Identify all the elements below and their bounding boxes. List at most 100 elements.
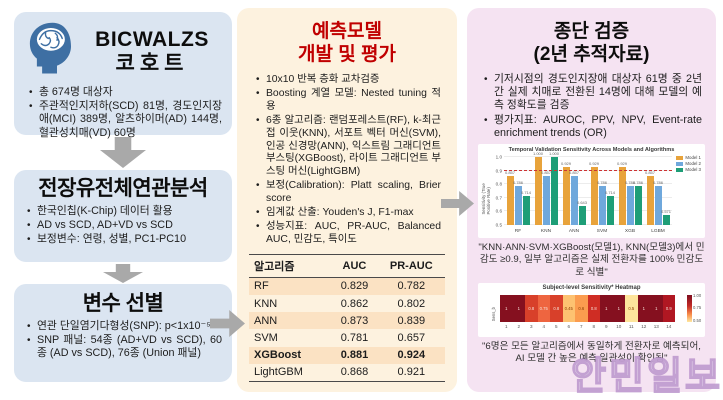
heatmap-cell: 1 <box>512 294 525 322</box>
gwas-title: 전장유전체연관분석 <box>38 177 208 200</box>
metric-cell: 0.781 <box>340 331 369 344</box>
heatmap-x-tick: 7 <box>579 323 583 329</box>
bar-value-label: 0.929 <box>560 160 571 166</box>
metrics-header-algorithm: 알고리즘 <box>249 253 332 278</box>
bar <box>598 186 606 226</box>
bullet-item: 기저시점의 경도인지장애 대상자 61명 중 2년간 실제 치매로 전환된 14… <box>483 73 702 113</box>
heatmap-cell: 1 <box>600 294 613 322</box>
bar-value-label: 0.929 <box>616 160 627 166</box>
validation-title: 종단 검증 (2년 추적자료) <box>477 20 706 66</box>
heatmap-cell: 1 <box>612 294 625 322</box>
heatmap-cell: 0.6 <box>575 294 588 322</box>
x-tick-label: ANN <box>568 229 580 235</box>
bar-group: 1.000 0.857 1.000 KNN <box>532 151 560 234</box>
metric-cell: 0.657 <box>397 331 426 344</box>
bullet-item: 10x10 반복 층화 교차검증 <box>255 74 441 87</box>
variable-selection-box: 변수 선별 연관 단일염기다형성(SNP): p<1x10⁻⁵SNP 패널: 5… <box>14 284 232 382</box>
metric-cell: 0.782 <box>397 280 426 293</box>
prediction-model-box: 예측모델 개발 및 평가 10x10 반복 층화 교차검증Boosting 계열… <box>237 8 457 392</box>
reference-line <box>504 169 672 171</box>
heatmap-x-tick: 11 <box>628 323 634 329</box>
watermark-text: 안민일보 <box>570 355 723 399</box>
bar-value-label: 0.857 <box>504 170 515 176</box>
bar-group: 0.929 0.786 0.786 XGB <box>616 157 644 234</box>
heatmap-title: Subject-level Sensitivity* Heatmap <box>542 284 641 291</box>
algorithm-cell: LightGBM <box>249 363 332 382</box>
heatmap-x-tick: 5 <box>554 323 558 329</box>
bar-value-label: 0.929 <box>588 160 599 166</box>
bullet-item: 평가지표: AUROC, PPV, NPV, Event-rate enrich… <box>483 114 702 140</box>
bullet-item: Boosting 계열 모델: Nested tuning 적용 <box>255 88 441 114</box>
heatmap-x-tick: 9 <box>604 323 608 329</box>
bar <box>634 186 642 226</box>
cohort-title-line1: BICWALZS <box>95 27 209 51</box>
cohort-bullet-list: 총 674명 대상자주관적인지저하(SCD) 81명, 경도인지장애(MCI) … <box>28 86 222 140</box>
table-row: LightGBM 0.868 0.921 <box>249 363 445 382</box>
algorithm-cell: KNN <box>254 297 278 310</box>
heatmap-cell: 1 <box>650 294 663 322</box>
bar <box>534 157 542 226</box>
x-tick-label: LGBM <box>651 229 665 235</box>
heatmap-x-tick: 8 <box>592 323 596 329</box>
heatmap-x-tick: 13 <box>653 323 659 329</box>
cohort-box: BICWALZS 코호트 총 674명 대상자주관적인지저하(SCD) 81명,… <box>14 12 232 139</box>
bar-group: 0.929 0.786 0.714 SVM <box>588 157 616 234</box>
bar-value-label: 0.786 <box>652 180 663 186</box>
heatmap-cell: 0.75 <box>537 294 550 322</box>
x-tick-label: RF <box>514 229 522 235</box>
bar-value-label: 0.786 <box>632 180 643 186</box>
down-arrow-icon <box>103 264 143 283</box>
heatmap-cell: 0.8 <box>550 294 563 322</box>
x-tick-label: SVM <box>596 229 608 235</box>
bullet-item: 성능지표: AUC, PR-AUC, Balanced AUC, 민감도, 특이… <box>255 221 441 247</box>
bar <box>626 186 634 226</box>
metric-cell: 0.873 <box>340 314 369 327</box>
bullet-item: 6종 알고리즘: 랜덤포레스트(RF), k-최근접 이웃(KNN), 서포트 … <box>255 115 441 180</box>
metric-cell: 0.868 <box>331 363 378 382</box>
bullet-item: 임계값 산출: Youden's J, F1-max <box>255 207 441 220</box>
table-row: SVM 0.781 0.657 <box>249 329 445 346</box>
brain-head-icon <box>22 20 78 83</box>
heatmap-x-tick: 2 <box>517 323 521 329</box>
bar-value-label: 0.786 <box>512 180 523 186</box>
heatmap-x-tick: 3 <box>529 323 533 329</box>
heatmap-colorbar-labels: 1.00 0.75 0.50 <box>693 293 705 323</box>
bar <box>662 215 670 226</box>
colorbar-label: 0.50 <box>693 317 702 323</box>
model-title: 예측모델 개발 및 평가 <box>249 20 445 66</box>
bar <box>646 176 654 226</box>
bar-chart-y-axis-label: Sensitivity (True Positive Rate) <box>481 183 491 215</box>
heatmap-cell: 0.8 <box>525 294 538 322</box>
x-tick-label: KNN <box>540 229 552 235</box>
table-row: ANN 0.873 0.839 <box>249 312 445 330</box>
algorithm-cell: SVM <box>254 331 278 344</box>
metrics-table-body: RF 0.829 0.782 KNN 0.862 0.802 ANN 0.873 0.839 SV… <box>249 277 445 382</box>
colorbar-label: 0.75 <box>693 305 702 311</box>
bar-value-label: 1.000 <box>532 151 543 157</box>
bullet-item: AD vs SCD, AD+VD vs SCD <box>26 219 222 232</box>
heatmap-cell: 0.8 <box>587 294 600 322</box>
heatmap-cell: 0.9 <box>662 294 675 322</box>
metrics-table: 알고리즘 AUC PR-AUC RF 0.829 0.782 KNN 0.862 0.80… <box>249 253 445 382</box>
y-tick-label: 0.6 <box>495 208 502 214</box>
bar <box>578 205 586 226</box>
metric-cell: 0.829 <box>340 280 369 293</box>
bar-group: 0.857 0.786 0.571 LGBM <box>644 157 672 234</box>
y-tick-label: 0.7 <box>495 195 502 201</box>
bar-chart-legend: Model 1 Model 2 Model 3 <box>676 155 701 173</box>
heatmap-x-tick: 12 <box>641 323 647 329</box>
heatmap-x-ticks: 1 2 3 4 5 6 7 8 9 10 11 12 13 14 <box>500 324 675 329</box>
metric-cell: 0.862 <box>340 297 369 310</box>
bullet-item: 연관 단일염기다형성(SNP): p<1x10⁻⁵ <box>26 320 222 333</box>
model-title-line1: 예측모델 <box>312 21 382 42</box>
bar <box>606 195 614 226</box>
variable-selection-title: 변수 선별 <box>82 292 164 315</box>
y-tick-label: 0.9 <box>495 168 502 174</box>
algorithm-cell: ANN <box>254 314 278 327</box>
bar-value-label: 0.857 <box>644 170 655 176</box>
bullet-item: 한국인칩(K-Chip) 데이터 활용 <box>26 205 222 218</box>
variable-selection-bullet-list: 연관 단일염기다형성(SNP): p<1x10⁻⁵SNP 패널: 54종 (AD… <box>26 320 222 361</box>
heatmap-row-label: Sens_b <box>491 306 496 322</box>
bar-group: 0.857 0.786 0.714 RF <box>504 157 532 234</box>
